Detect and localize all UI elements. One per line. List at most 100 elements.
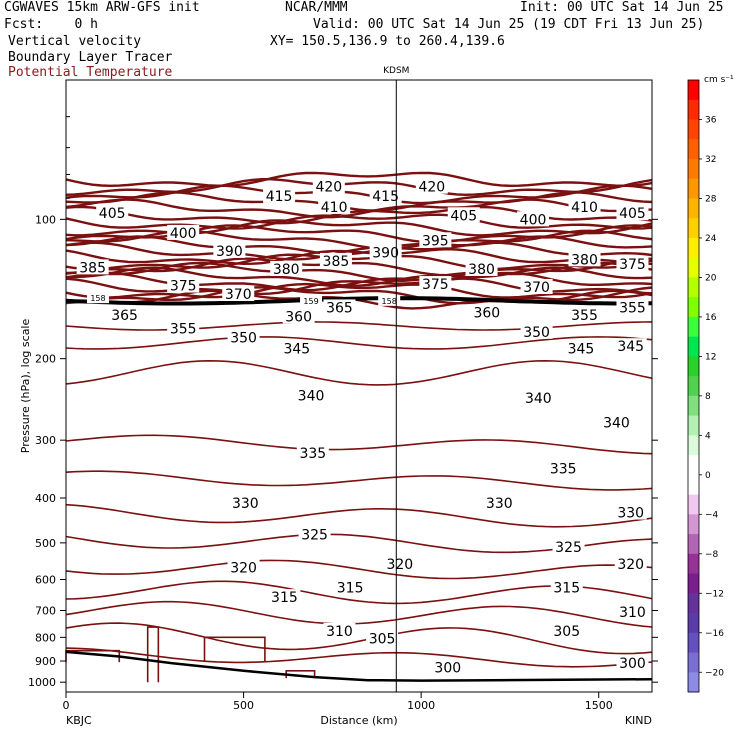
- theta-label: 345: [568, 341, 595, 357]
- colorbar-swatch: [688, 237, 699, 259]
- theta-label: 400: [520, 212, 547, 228]
- colorbar-swatch: [688, 316, 699, 338]
- theta-contour-line: [65, 622, 653, 655]
- theta-label: 420: [418, 180, 445, 196]
- theta-label: 320: [386, 557, 413, 573]
- theta-label-box: [517, 211, 550, 227]
- tracer-label: 159: [303, 297, 318, 306]
- theta-label: 315: [271, 590, 298, 606]
- theta-label: 305: [369, 632, 396, 648]
- theta-label-box: [229, 494, 262, 510]
- theta-label-box: [465, 260, 498, 276]
- theta-label: 325: [555, 540, 582, 556]
- theta-label-box: [213, 242, 246, 258]
- colorbar-swatch: [688, 494, 699, 515]
- header-field-tracer: Boundary Layer Tracer: [8, 50, 173, 65]
- theta-label: 375: [619, 257, 646, 273]
- header-field-vertical-velocity: Vertical velocity: [8, 34, 142, 49]
- colorbar-swatch: [688, 158, 699, 180]
- theta-label: 385: [323, 254, 350, 270]
- colorbar-swatch: [688, 632, 699, 654]
- x-tick-label: 0: [63, 699, 70, 712]
- theta-label-box: [108, 307, 141, 323]
- header-org: NCAR/MMM: [285, 0, 348, 15]
- tracer-label-box: [86, 293, 109, 304]
- y-tick-label: 200: [35, 353, 56, 366]
- theta-contour-line: [65, 434, 653, 455]
- theta-label: 370: [523, 280, 550, 296]
- theta-label: 380: [571, 252, 598, 268]
- colorbar-swatch: [688, 593, 699, 614]
- theta-label-box: [222, 286, 255, 302]
- theta-contour-line: [65, 198, 653, 219]
- colorbar-swatch: [688, 99, 699, 120]
- y-axis-label: Pressure (hPa), log scale: [19, 319, 32, 454]
- theta-label: 380: [273, 262, 300, 278]
- colorbar-swatch: [688, 415, 699, 436]
- theta-label-box: [419, 232, 452, 248]
- header-valid: Valid: 00 UTC Sat 14 Jun 25 (19 CDT Fri …: [313, 17, 705, 32]
- tracer-label-box: [300, 295, 323, 306]
- theta-label: 330: [617, 506, 644, 522]
- theta-contour-line: [65, 647, 653, 668]
- colorbar-swatch: [688, 356, 699, 377]
- theta-label-box: [76, 259, 109, 275]
- x-tick-label: 1000: [407, 699, 435, 712]
- theta-label-box: [568, 198, 601, 214]
- theta-label: 350: [523, 325, 550, 341]
- theta-label: 380: [468, 262, 495, 278]
- left-station-label: KBJC: [66, 714, 92, 727]
- theta-label: 300: [619, 656, 646, 672]
- theta-label: 385: [79, 260, 106, 276]
- theta-label-box: [547, 460, 580, 476]
- theta-contour-line: [65, 600, 653, 628]
- colorbar-swatch: [688, 395, 699, 417]
- colorbar-swatch: [688, 672, 699, 693]
- theta-label-box: [568, 251, 601, 267]
- theta-label: 390: [216, 244, 243, 260]
- colorbar-label: −4: [705, 510, 719, 520]
- header-xy: XY= 150.5,136.9 to 260.4,139.6: [270, 34, 505, 49]
- theta-label: 355: [571, 308, 598, 324]
- colorbar-swatch: [688, 277, 699, 298]
- header-fcst: Fcst: 0 h: [4, 17, 98, 32]
- colorbar-swatch: [688, 336, 699, 357]
- tracer-label: 158: [382, 297, 397, 306]
- theta-label: 325: [301, 528, 328, 544]
- contour-labels: 420 420 415 415 410 410 405 405 405 400 400 395 390 3…: [76, 178, 649, 677]
- colorbar-label: 8: [705, 392, 711, 402]
- y-tick-label: 500: [35, 537, 56, 550]
- colorbar-label: −8: [705, 550, 719, 560]
- theta-label-box: [447, 207, 480, 223]
- theta-contour-line: [65, 171, 653, 188]
- theta-label: 335: [299, 446, 326, 462]
- theta-contour-line: [203, 636, 266, 662]
- theta-label-box: [419, 276, 452, 292]
- theta-contour-line: [146, 626, 160, 683]
- theta-label: 420: [315, 180, 342, 196]
- theta-label-box: [167, 277, 200, 293]
- colorbar-swatch: [688, 514, 699, 535]
- colorbar-swatch: [688, 297, 699, 318]
- theta-label-box: [263, 187, 296, 203]
- tracer-label: 158: [90, 294, 105, 303]
- header-init: Init: 00 UTC Sat 14 Jun 25: [520, 0, 724, 15]
- theta-label: 305: [553, 624, 580, 640]
- theta-label: 365: [326, 300, 353, 316]
- theta-label: 335: [550, 461, 577, 477]
- colorbar-swatch: [688, 139, 699, 160]
- colorbar-swatch: [688, 198, 699, 219]
- theta-label: 370: [225, 287, 252, 303]
- colorbar-label: −12: [705, 589, 724, 599]
- theta-label-box: [323, 622, 356, 638]
- theta-label-box: [616, 205, 649, 221]
- theta-label: 300: [434, 661, 461, 677]
- colorbar-swatch: [688, 474, 699, 496]
- theta-contour-line: [65, 229, 653, 250]
- colorbar-label: 12: [705, 352, 716, 362]
- colorbar-swatch: [688, 573, 699, 594]
- theta-contour-line: [65, 336, 653, 350]
- theta-label-box: [270, 260, 303, 276]
- colorbar: cm s⁻¹ 36 32 28 24 20 16 12 8 4 0 −4 −8 −12 −16 −20: [687, 75, 734, 693]
- theta-label-box: [415, 178, 448, 194]
